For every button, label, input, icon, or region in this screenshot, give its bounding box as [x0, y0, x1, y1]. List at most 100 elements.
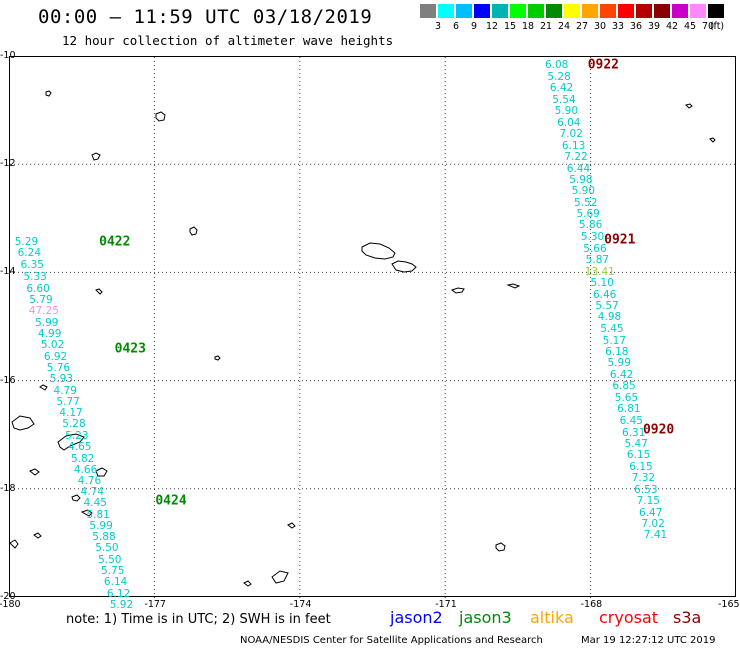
scale-tick-label: 9 — [470, 21, 478, 32]
wave-height-observation: 6.47 — [638, 506, 663, 519]
pass-time-label: 0920 — [642, 422, 675, 438]
scale-tick-label: 42 — [665, 21, 679, 32]
wave-height-observation: 5.30 — [580, 230, 605, 243]
wave-height-observation: 5.50 — [98, 553, 122, 566]
scale-swatch — [582, 4, 599, 18]
wave-height-observation: 5.47 — [624, 437, 648, 450]
lon-tick-label: -177 — [144, 599, 166, 610]
island-small-h — [71, 494, 81, 502]
pass-time-label: 0922 — [587, 57, 619, 73]
wave-height-observation: 5.28 — [547, 71, 571, 84]
wave-height-observation: 4.99 — [38, 328, 62, 341]
island-viti-levu — [11, 415, 35, 431]
wave-height-observation: 4.76 — [77, 475, 102, 488]
legend-jason3: jason3 — [459, 608, 512, 627]
map-canvas — [9, 57, 737, 598]
island-small-k — [9, 539, 19, 549]
wave-height-observation: 5.02 — [40, 339, 65, 352]
wave-height-observation: 7.02 — [641, 517, 665, 530]
island-small-c — [91, 152, 101, 161]
wave-height-observation: 5.66 — [583, 242, 607, 255]
map-frame — [9, 56, 737, 598]
wave-height-observation: 5.93 — [49, 372, 74, 385]
lat-tick-label: -10 — [0, 50, 16, 61]
scale-swatch — [420, 4, 437, 18]
island-small-e — [214, 355, 221, 361]
wave-height-observation: 4.98 — [597, 311, 622, 324]
wave-height-observation: 6.42 — [549, 82, 574, 95]
chart-title: 00:00 – 11:59 UTC 03/18/2019 — [38, 6, 373, 28]
wave-height-observation: 6.15 — [629, 460, 653, 473]
land-outlines — [9, 90, 716, 587]
island-small-o — [243, 580, 252, 587]
wave-height-observation: 7.22 — [564, 151, 588, 164]
scale-tick-label: 36 — [629, 21, 643, 32]
island-small-p — [685, 103, 693, 109]
scale-swatch — [618, 4, 635, 18]
scale-tick-label: 12 — [485, 21, 499, 32]
scale-swatch — [636, 4, 653, 18]
island-small-s — [33, 532, 42, 539]
island-small-j — [80, 509, 93, 517]
wave-height-observation: 5.79 — [29, 293, 53, 306]
wave-height-observation: 5.52 — [574, 196, 598, 209]
legend-jason2: jason2 — [390, 608, 443, 627]
wave-height-observation: 5.81 — [86, 508, 110, 521]
scale-swatch — [510, 4, 527, 18]
wave-height-observation: 5.76 — [46, 362, 71, 375]
legend-altika: altika — [530, 608, 574, 627]
wave-height-observation: 7.15 — [636, 495, 660, 508]
wave-height-observation: 6.31 — [622, 426, 646, 439]
wave-height-observation: 5.29 — [14, 236, 39, 249]
scale-tick-label: 30 — [593, 21, 607, 32]
scale-unit-label: (ft) — [709, 21, 725, 32]
wave-height-observation: 6.92 — [43, 350, 68, 363]
scale-swatch — [654, 4, 671, 18]
island-small-l — [495, 542, 506, 552]
island-vanua-levu — [57, 433, 85, 451]
scale-tick-label: 15 — [503, 21, 517, 32]
wave-height-observation: 6.18 — [605, 345, 629, 358]
wave-height-observation: 6.14 — [103, 576, 128, 589]
wave-height-observation: 5.75 — [101, 565, 125, 578]
lon-tick-label: -165 — [718, 599, 740, 610]
island-small-m — [287, 522, 296, 529]
island-small-b — [45, 90, 52, 97]
scale-tick-label: 45 — [683, 21, 697, 32]
wave-height-observation: 5.87 — [585, 253, 610, 266]
scale-swatch — [474, 4, 491, 18]
wave-height-observation: 5.98 — [569, 173, 593, 186]
wave-height-observation: 5.90 — [554, 105, 579, 118]
wave-height-observation: 5.10 — [590, 277, 614, 290]
scale-tick-label: 27 — [575, 21, 589, 32]
scale-tick-label: 3 — [434, 21, 442, 32]
scale-swatch — [600, 4, 617, 18]
island-small-d — [95, 288, 103, 295]
wave-height-observation: 7.41 — [643, 529, 668, 542]
wave-height-observation: 5.50 — [95, 542, 119, 555]
lat-tick-label: -18 — [0, 482, 16, 494]
wave-height-observation: 4.17 — [59, 407, 83, 420]
island-small-f — [506, 283, 521, 289]
wave-height-observation: 6.46 — [592, 288, 617, 301]
wave-height-observation: 6.35 — [20, 259, 44, 272]
wave-height-observation: 5.92 — [109, 598, 134, 611]
wave-height-observation: 6.24 — [17, 247, 42, 260]
wave-height-observation: 5.65 — [614, 391, 639, 404]
wave-height-observation: 5.57 — [595, 299, 619, 312]
wave-height-observation: 47.25 — [28, 305, 59, 318]
wave-height-observation: 4.66 — [73, 463, 98, 476]
wave-height-observation: 6.44 — [566, 162, 591, 175]
wave-height-observation: 6.15 — [626, 449, 651, 462]
wave-height-observation: 4.79 — [53, 384, 77, 397]
scale-swatch — [708, 4, 725, 18]
wave-height-observation: 5.54 — [552, 93, 576, 106]
scale-tick-label: 70 — [701, 21, 715, 32]
scale-tick-label: 24 — [557, 21, 571, 32]
wave-height-observation: 13.41 — [584, 265, 615, 278]
legend-s3a: s3a — [673, 608, 702, 627]
scale-tick-label: 39 — [647, 21, 661, 32]
pass-time-label: 0422 — [99, 234, 131, 250]
generated-timestamp: Mar 19 12:27:12 UTC 2019 — [581, 635, 716, 646]
pass-time-label: 0423 — [114, 341, 146, 357]
